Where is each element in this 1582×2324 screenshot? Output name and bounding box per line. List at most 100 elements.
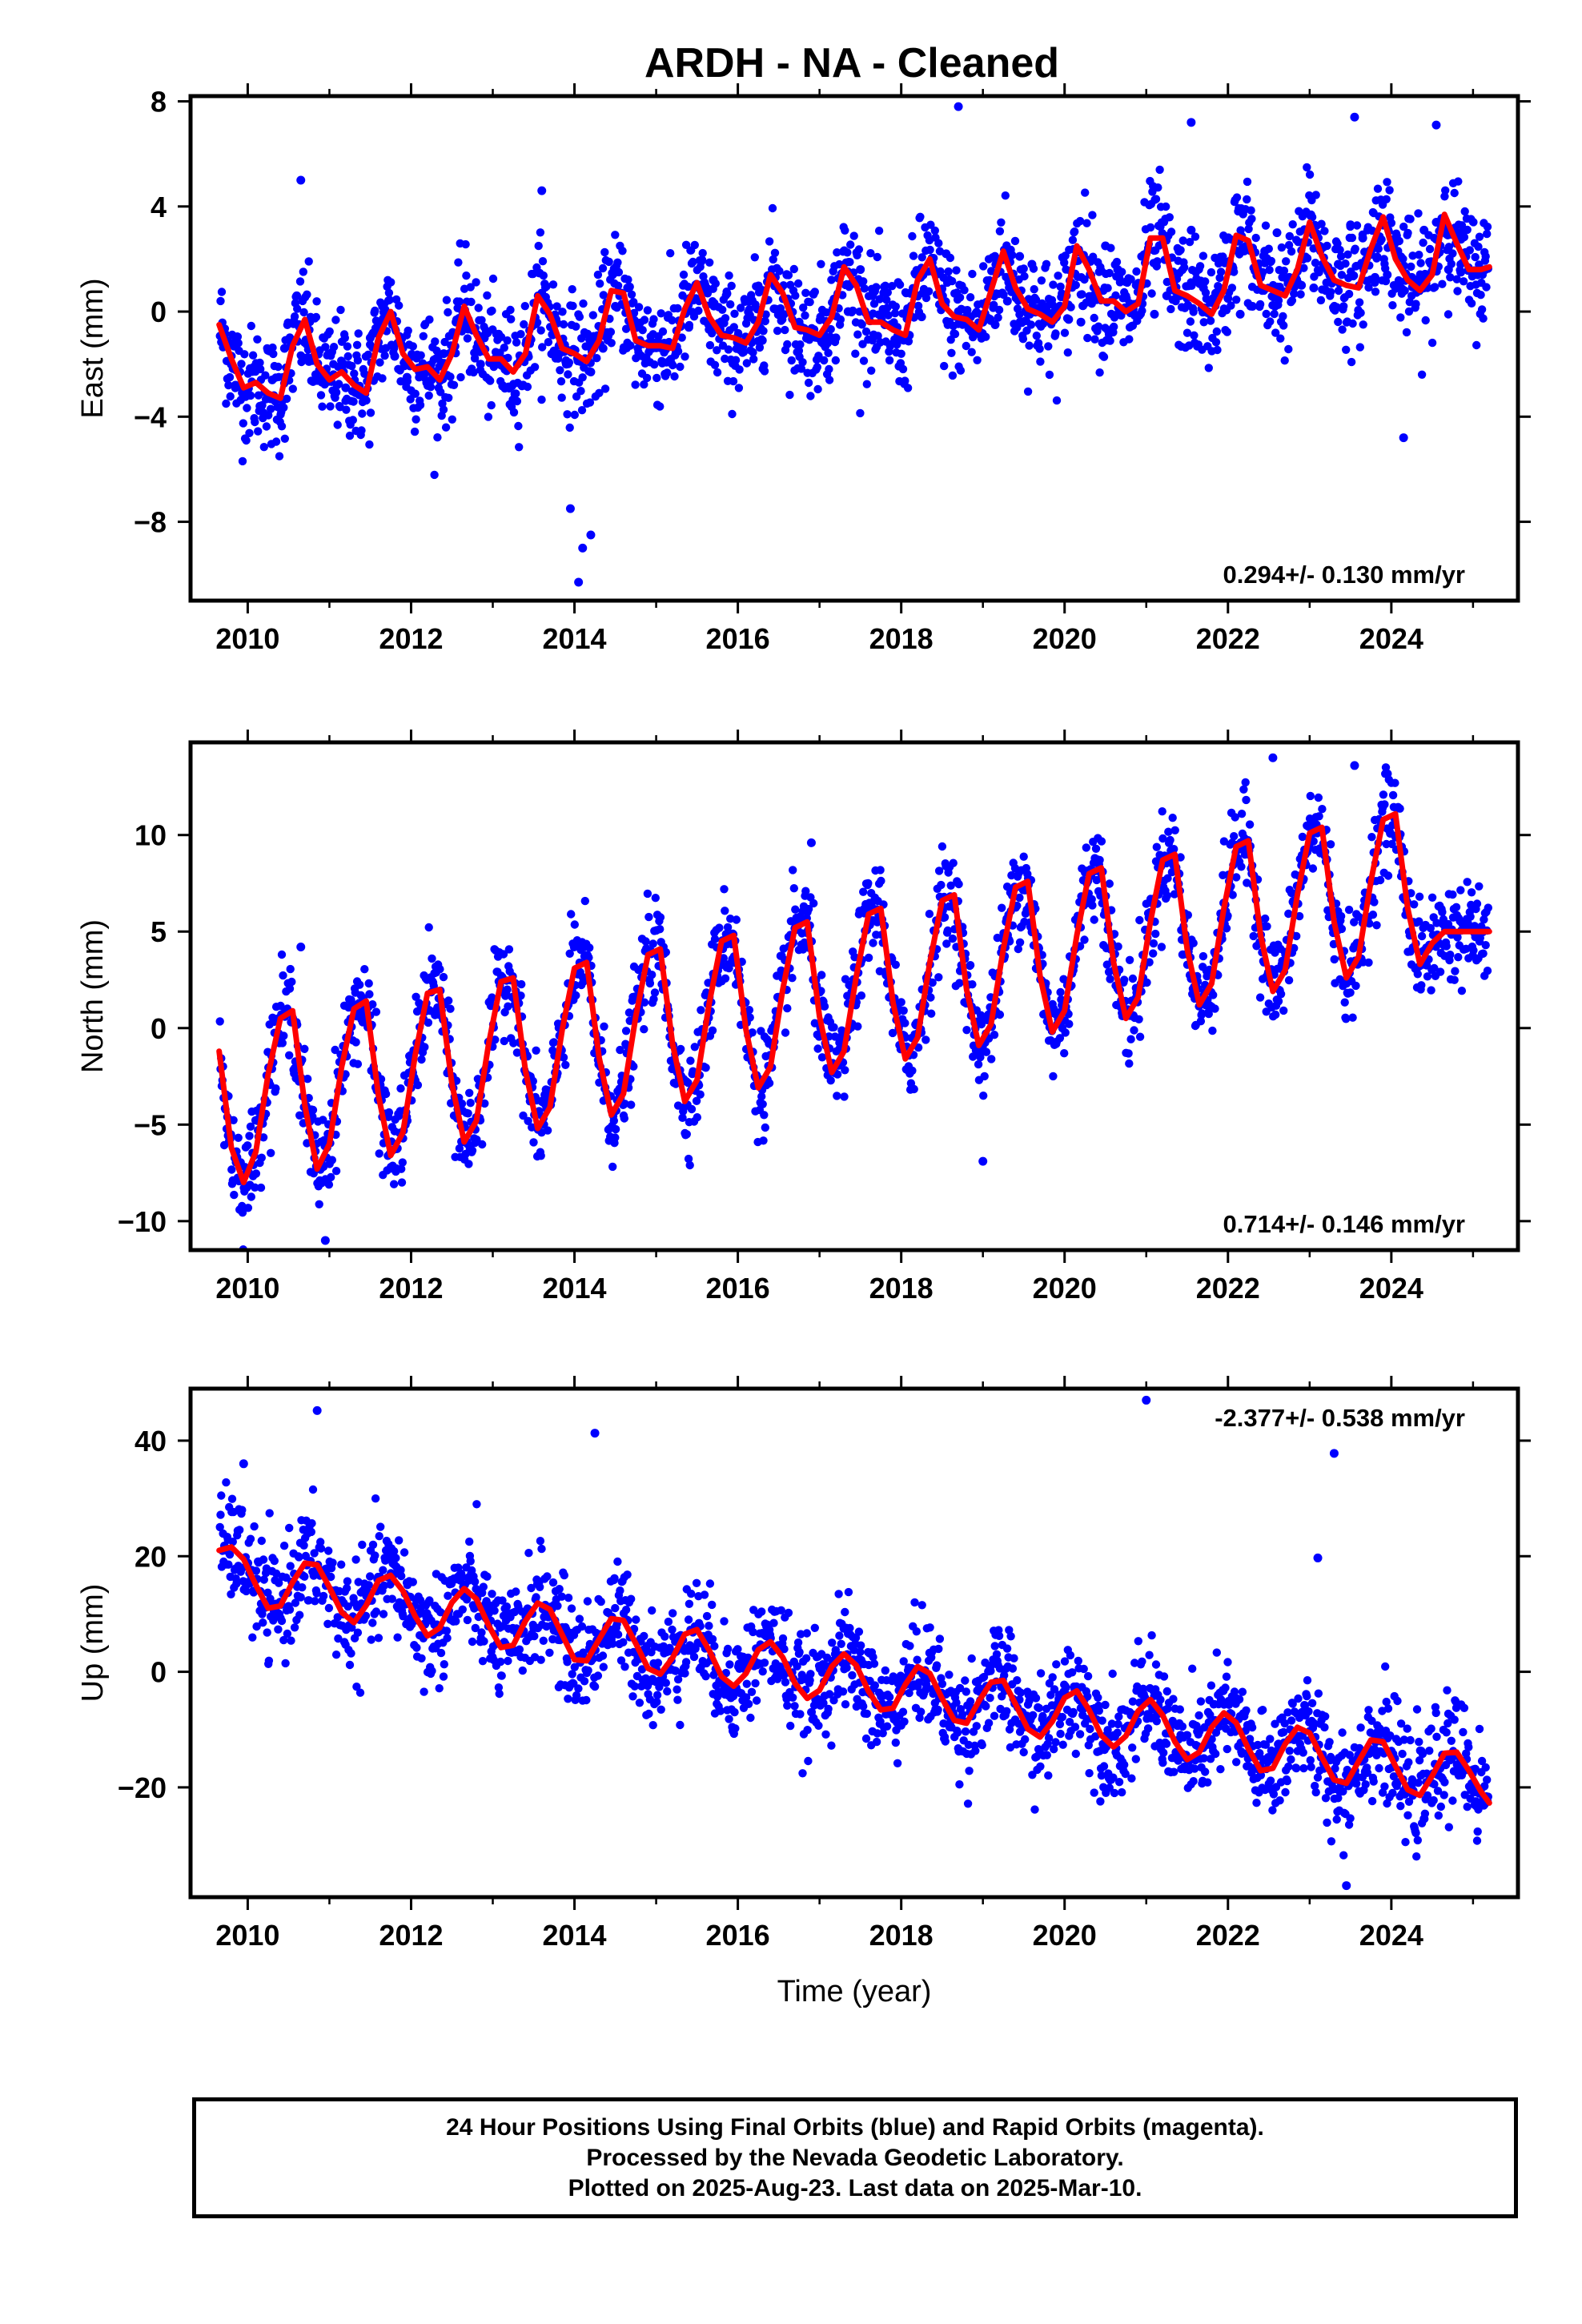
- data-point: [794, 346, 804, 356]
- data-point: [442, 296, 452, 304]
- data-point: [1333, 239, 1342, 248]
- data-point: [600, 384, 610, 393]
- data-point: [611, 1133, 620, 1142]
- data-point: [1274, 296, 1283, 305]
- data-point: [1071, 280, 1081, 290]
- data-point: [1082, 843, 1091, 852]
- data-point: [519, 1111, 528, 1120]
- data-point: [791, 292, 800, 300]
- data-point: [304, 1596, 313, 1605]
- data-point: [1154, 183, 1162, 192]
- data-point: [733, 328, 743, 338]
- data-point: [579, 977, 588, 987]
- data-point: [731, 356, 741, 364]
- data-point: [563, 410, 572, 419]
- data-point: [656, 913, 665, 922]
- data-point: [299, 308, 308, 317]
- data-point: [833, 1092, 841, 1100]
- data-point: [559, 1053, 568, 1062]
- data-point: [750, 253, 759, 262]
- data-point: [343, 1602, 352, 1611]
- data-point: [854, 245, 864, 254]
- outlier-point: [1399, 433, 1408, 443]
- chart-title: ARDH - NA - Cleaned: [644, 40, 1059, 86]
- data-point: [627, 1100, 636, 1109]
- data-point: [1284, 975, 1294, 985]
- data-point: [308, 1485, 318, 1494]
- data-point: [737, 304, 745, 312]
- data-point: [565, 423, 574, 432]
- data-point: [549, 1038, 558, 1047]
- data-point: [267, 375, 277, 384]
- data-point: [416, 1595, 425, 1605]
- data-point: [472, 1500, 481, 1509]
- data-point: [942, 249, 951, 259]
- data-point: [483, 1572, 492, 1581]
- data-point: [440, 337, 449, 347]
- data-point: [1023, 387, 1033, 396]
- data-point: [577, 406, 587, 415]
- data-point: [466, 283, 475, 292]
- data-point: [454, 258, 463, 267]
- data-point: [1209, 991, 1218, 999]
- data-point: [497, 1671, 506, 1680]
- data-point: [315, 1200, 323, 1209]
- data-point: [944, 267, 953, 276]
- data-point: [1025, 341, 1034, 350]
- data-point: [813, 363, 821, 372]
- data-point: [789, 884, 798, 893]
- data-point: [845, 258, 854, 267]
- data-point: [925, 910, 934, 919]
- data-point: [773, 326, 782, 336]
- data-point: [251, 417, 259, 427]
- data-point: [1176, 853, 1185, 862]
- data-point: [1355, 912, 1363, 922]
- data-point: [555, 1585, 564, 1594]
- data-point: [488, 1590, 496, 1598]
- data-point: [1088, 211, 1097, 219]
- data-point: [561, 1060, 570, 1070]
- data-point: [1381, 763, 1391, 772]
- data-point: [552, 302, 561, 311]
- data-point: [1337, 924, 1347, 934]
- x-tick-label: 2020: [1033, 1272, 1097, 1305]
- data-point: [1411, 300, 1420, 308]
- data-point: [651, 894, 660, 903]
- data-point: [856, 408, 865, 418]
- data-point: [1049, 280, 1058, 289]
- data-point: [1211, 338, 1221, 347]
- x-tick-label: 2024: [1359, 1272, 1423, 1305]
- data-point: [921, 1035, 930, 1044]
- data-point: [444, 393, 453, 402]
- data-point: [397, 1571, 406, 1581]
- data-point: [1446, 951, 1455, 959]
- data-point: [1112, 257, 1122, 267]
- data-point: [399, 1612, 408, 1621]
- data-point: [1166, 835, 1174, 845]
- data-point: [901, 376, 909, 385]
- data-point: [1364, 958, 1373, 967]
- data-point: [1421, 316, 1430, 325]
- data-point: [325, 327, 334, 336]
- data-point: [1475, 232, 1484, 241]
- data-point: [1090, 335, 1099, 344]
- data-point: [425, 315, 434, 324]
- data-point: [1055, 1034, 1065, 1043]
- data-point: [869, 939, 877, 947]
- data-point: [1247, 302, 1257, 311]
- data-point: [1299, 263, 1308, 272]
- data-point: [781, 1028, 790, 1037]
- data-point: [1060, 1049, 1069, 1058]
- data-point: [851, 349, 860, 358]
- data-point: [728, 409, 737, 419]
- data-point: [866, 249, 875, 258]
- data-point: [1396, 313, 1405, 322]
- data-point: [620, 1100, 629, 1108]
- data-point: [1334, 317, 1343, 327]
- data-point: [698, 248, 707, 258]
- data-point: [286, 1562, 295, 1570]
- data-point: [679, 270, 689, 279]
- data-point: [627, 290, 636, 299]
- data-point: [1087, 895, 1096, 904]
- data-point: [416, 351, 425, 360]
